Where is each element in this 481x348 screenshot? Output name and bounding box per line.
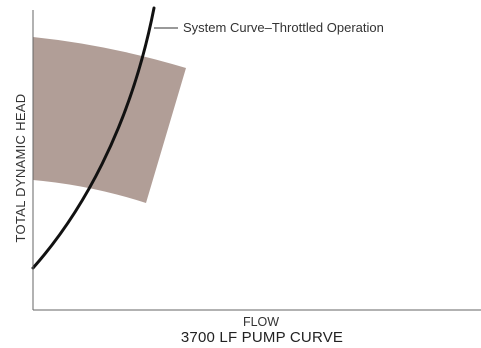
y-axis-label: TOTAL DYNAMIC HEAD — [13, 94, 28, 243]
x-axis-label: FLOW — [243, 315, 279, 329]
system-curve-callout: System Curve–Throttled Operation — [183, 20, 384, 35]
system-curve — [31, 6, 156, 270]
diagram-title: 3700 LF PUMP CURVE — [181, 329, 343, 346]
operating-region-band — [33, 37, 186, 203]
